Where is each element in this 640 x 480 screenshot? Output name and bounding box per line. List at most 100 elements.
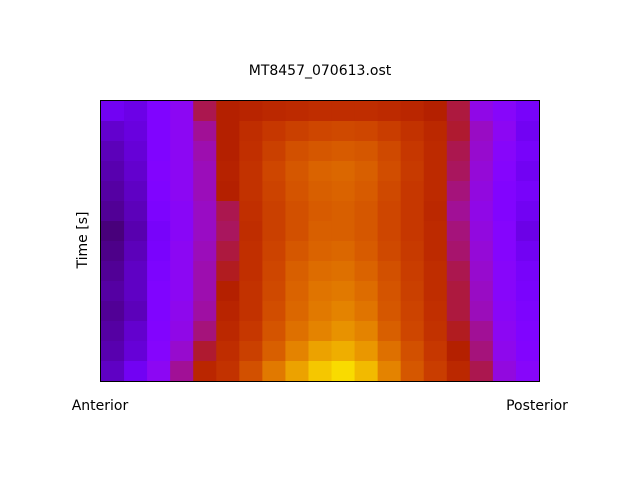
heatmap-cell bbox=[308, 221, 333, 242]
heatmap-cell bbox=[354, 161, 379, 182]
heatmap-cell bbox=[239, 361, 263, 382]
heatmap-cell bbox=[492, 161, 517, 182]
heatmap-cell bbox=[331, 321, 356, 342]
heatmap-cell bbox=[446, 301, 471, 322]
heatmap-cell bbox=[239, 241, 263, 262]
heatmap-cell bbox=[193, 301, 217, 322]
heatmap-cell bbox=[170, 341, 194, 362]
heatmap-cell bbox=[469, 221, 494, 242]
heatmap-cell bbox=[216, 121, 240, 142]
heatmap-cell bbox=[469, 301, 494, 322]
heatmap-cell bbox=[147, 261, 171, 282]
heatmap-cell bbox=[331, 161, 356, 182]
heatmap-cell bbox=[124, 281, 148, 302]
heatmap-cell bbox=[285, 221, 309, 242]
heatmap-cell bbox=[515, 341, 540, 362]
heatmap-cell bbox=[423, 281, 448, 302]
heatmap-cell bbox=[492, 181, 517, 202]
heatmap-cell bbox=[331, 101, 356, 122]
heatmap-cell bbox=[469, 341, 494, 362]
heatmap-cell bbox=[308, 281, 333, 302]
heatmap-cell bbox=[193, 221, 217, 242]
heatmap-cell bbox=[101, 321, 125, 342]
heatmap-cell bbox=[377, 281, 402, 302]
heatmap-cell bbox=[262, 241, 286, 262]
heatmap-cell bbox=[377, 141, 402, 162]
heatmap-cell bbox=[446, 161, 471, 182]
heatmap-cell bbox=[515, 281, 540, 302]
x-end-label: Anterior bbox=[72, 398, 129, 414]
heatmap-cell bbox=[331, 261, 356, 282]
heatmap-cell bbox=[239, 121, 263, 142]
heatmap-cell bbox=[285, 341, 309, 362]
heatmap-cell bbox=[124, 121, 148, 142]
heatmap bbox=[101, 101, 540, 382]
heatmap-cell bbox=[492, 221, 517, 242]
heatmap-cell bbox=[124, 201, 148, 222]
heatmap-cell bbox=[515, 141, 540, 162]
heatmap-cell bbox=[193, 321, 217, 342]
heatmap-cell bbox=[446, 221, 471, 242]
heatmap-cell bbox=[239, 141, 263, 162]
heatmap-cell bbox=[101, 141, 125, 162]
heatmap-cell bbox=[101, 281, 125, 302]
heatmap-cell bbox=[239, 181, 263, 202]
heatmap-cell bbox=[216, 321, 240, 342]
chart-title: MT8457_070613.ost bbox=[249, 63, 392, 79]
heatmap-cell bbox=[101, 221, 125, 242]
heatmap-cell bbox=[239, 341, 263, 362]
heatmap-cell bbox=[216, 161, 240, 182]
heatmap-cell bbox=[239, 161, 263, 182]
heatmap-cell bbox=[262, 221, 286, 242]
heatmap-cell bbox=[239, 301, 263, 322]
heatmap-cell bbox=[331, 241, 356, 262]
heatmap-cell bbox=[308, 121, 333, 142]
heatmap-cell bbox=[492, 121, 517, 142]
heatmap-cell bbox=[469, 201, 494, 222]
heatmap-cell bbox=[308, 361, 333, 382]
heatmap-cell bbox=[354, 281, 379, 302]
heatmap-cell bbox=[239, 261, 263, 282]
heatmap-cell bbox=[308, 301, 333, 322]
heatmap-cell bbox=[101, 361, 125, 382]
heatmap-cell bbox=[492, 101, 517, 122]
heatmap-cell bbox=[147, 321, 171, 342]
heatmap-cell bbox=[423, 161, 448, 182]
heatmap-cell bbox=[285, 301, 309, 322]
heatmap-cell bbox=[423, 321, 448, 342]
heatmap-cell bbox=[331, 221, 356, 242]
heatmap-cell bbox=[124, 221, 148, 242]
heatmap-cell bbox=[193, 361, 217, 382]
heatmap-cell bbox=[331, 121, 356, 142]
heatmap-cell bbox=[101, 241, 125, 262]
heatmap-cell bbox=[400, 201, 425, 222]
heatmap-cell bbox=[170, 181, 194, 202]
heatmap-cell bbox=[492, 341, 517, 362]
heatmap-cell bbox=[285, 321, 309, 342]
heatmap-cell bbox=[308, 241, 333, 262]
heatmap-cell bbox=[400, 321, 425, 342]
heatmap-cell bbox=[469, 101, 494, 122]
heatmap-cell bbox=[262, 201, 286, 222]
heatmap-cell bbox=[354, 141, 379, 162]
heatmap-cell bbox=[262, 301, 286, 322]
heatmap-cell bbox=[216, 361, 240, 382]
heatmap-cell bbox=[216, 141, 240, 162]
heatmap-cell bbox=[331, 141, 356, 162]
heatmap-cell bbox=[423, 301, 448, 322]
heatmap-cell bbox=[469, 161, 494, 182]
heatmap-cell bbox=[170, 121, 194, 142]
heatmap-cell bbox=[193, 201, 217, 222]
heatmap-cell bbox=[377, 121, 402, 142]
heatmap-cell bbox=[331, 341, 356, 362]
heatmap-cell bbox=[515, 241, 540, 262]
heatmap-cell bbox=[147, 361, 171, 382]
heatmap-cell bbox=[492, 301, 517, 322]
heatmap-cell bbox=[262, 101, 286, 122]
heatmap-cell bbox=[423, 241, 448, 262]
heatmap-cell bbox=[354, 201, 379, 222]
heatmap-cell bbox=[170, 161, 194, 182]
heatmap-cell bbox=[400, 121, 425, 142]
heatmap-cell bbox=[147, 281, 171, 302]
heatmap-cell bbox=[377, 201, 402, 222]
